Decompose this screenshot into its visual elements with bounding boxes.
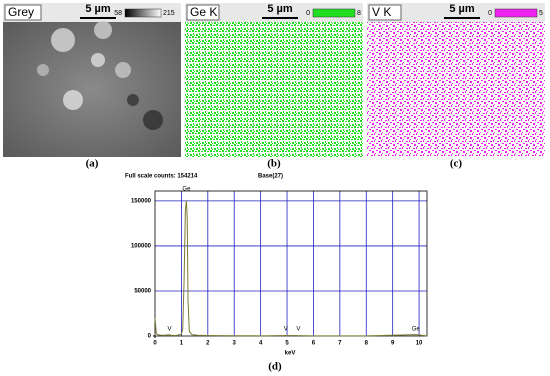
- x-tick-label: 4: [259, 341, 263, 347]
- particle: [51, 28, 75, 52]
- plot-frame: [154, 190, 428, 337]
- caption: (c): [450, 158, 463, 170]
- chart-title: Full scale counts: 154214: [125, 174, 198, 180]
- colorbar-max: 8: [357, 10, 361, 17]
- particle: [94, 21, 112, 39]
- x-tick-label: 8: [365, 341, 369, 347]
- caption: (a): [86, 158, 99, 170]
- colorbar-min: 0: [488, 10, 492, 17]
- particle: [37, 64, 49, 76]
- scale-label: 5 µm: [267, 3, 293, 15]
- peak-label: V: [284, 327, 288, 333]
- x-tick-label: 2: [206, 341, 210, 347]
- map-image: [185, 22, 363, 157]
- label-box: [368, 4, 402, 21]
- caption: (b): [267, 158, 281, 170]
- colorbar: [124, 8, 162, 18]
- label-box: [186, 4, 220, 21]
- map-image: [367, 22, 545, 157]
- x-tick-label: 10: [416, 341, 423, 347]
- peak-label: V: [296, 327, 300, 333]
- y-tick-label: 50000: [134, 289, 151, 295]
- map-image: [3, 22, 181, 157]
- colorbar-min: 0: [306, 10, 310, 17]
- peak-label: Ge: [182, 187, 191, 193]
- x-tick-label: 3: [233, 341, 237, 347]
- particle: [143, 110, 163, 130]
- colorbar-max: 215: [163, 10, 175, 17]
- map-label: Grey: [8, 5, 34, 19]
- spectrum-line: [154, 200, 428, 337]
- scale-label: 5 µm: [449, 3, 475, 15]
- label-box: [4, 4, 42, 21]
- y-tick-label: 100000: [131, 244, 152, 250]
- particle: [91, 53, 105, 67]
- y-tick-label: 150000: [131, 198, 152, 204]
- scale-label: 5 µm: [85, 3, 111, 15]
- x-tick-label: 0: [153, 341, 157, 347]
- particle: [63, 90, 83, 110]
- colorbar-min: 58: [114, 10, 122, 17]
- spectrum: Full scale counts: 154214 Base(27) 0 50000 1…: [125, 174, 428, 373]
- peak-label: Ge: [412, 327, 421, 333]
- y-tick-label: 0: [148, 334, 152, 340]
- caption: (d): [268, 361, 282, 373]
- x-tick-label: 6: [312, 341, 316, 347]
- chart-subtitle: Base(27): [258, 174, 283, 180]
- map-label: Ge K: [190, 5, 217, 19]
- x-axis-label: keV: [285, 351, 296, 357]
- x-tick-label: 7: [338, 341, 342, 347]
- x-tick-label: 1: [180, 341, 184, 347]
- x-tick-label: 5: [285, 341, 289, 347]
- x-tick-label: 9: [391, 341, 395, 347]
- peak-label: V: [168, 327, 172, 333]
- colorbar: [312, 8, 356, 18]
- colorbar: [494, 8, 538, 18]
- map-label: V K: [372, 5, 391, 19]
- particle: [127, 94, 139, 106]
- colorbar-max: 5: [539, 10, 543, 17]
- particle: [115, 62, 131, 78]
